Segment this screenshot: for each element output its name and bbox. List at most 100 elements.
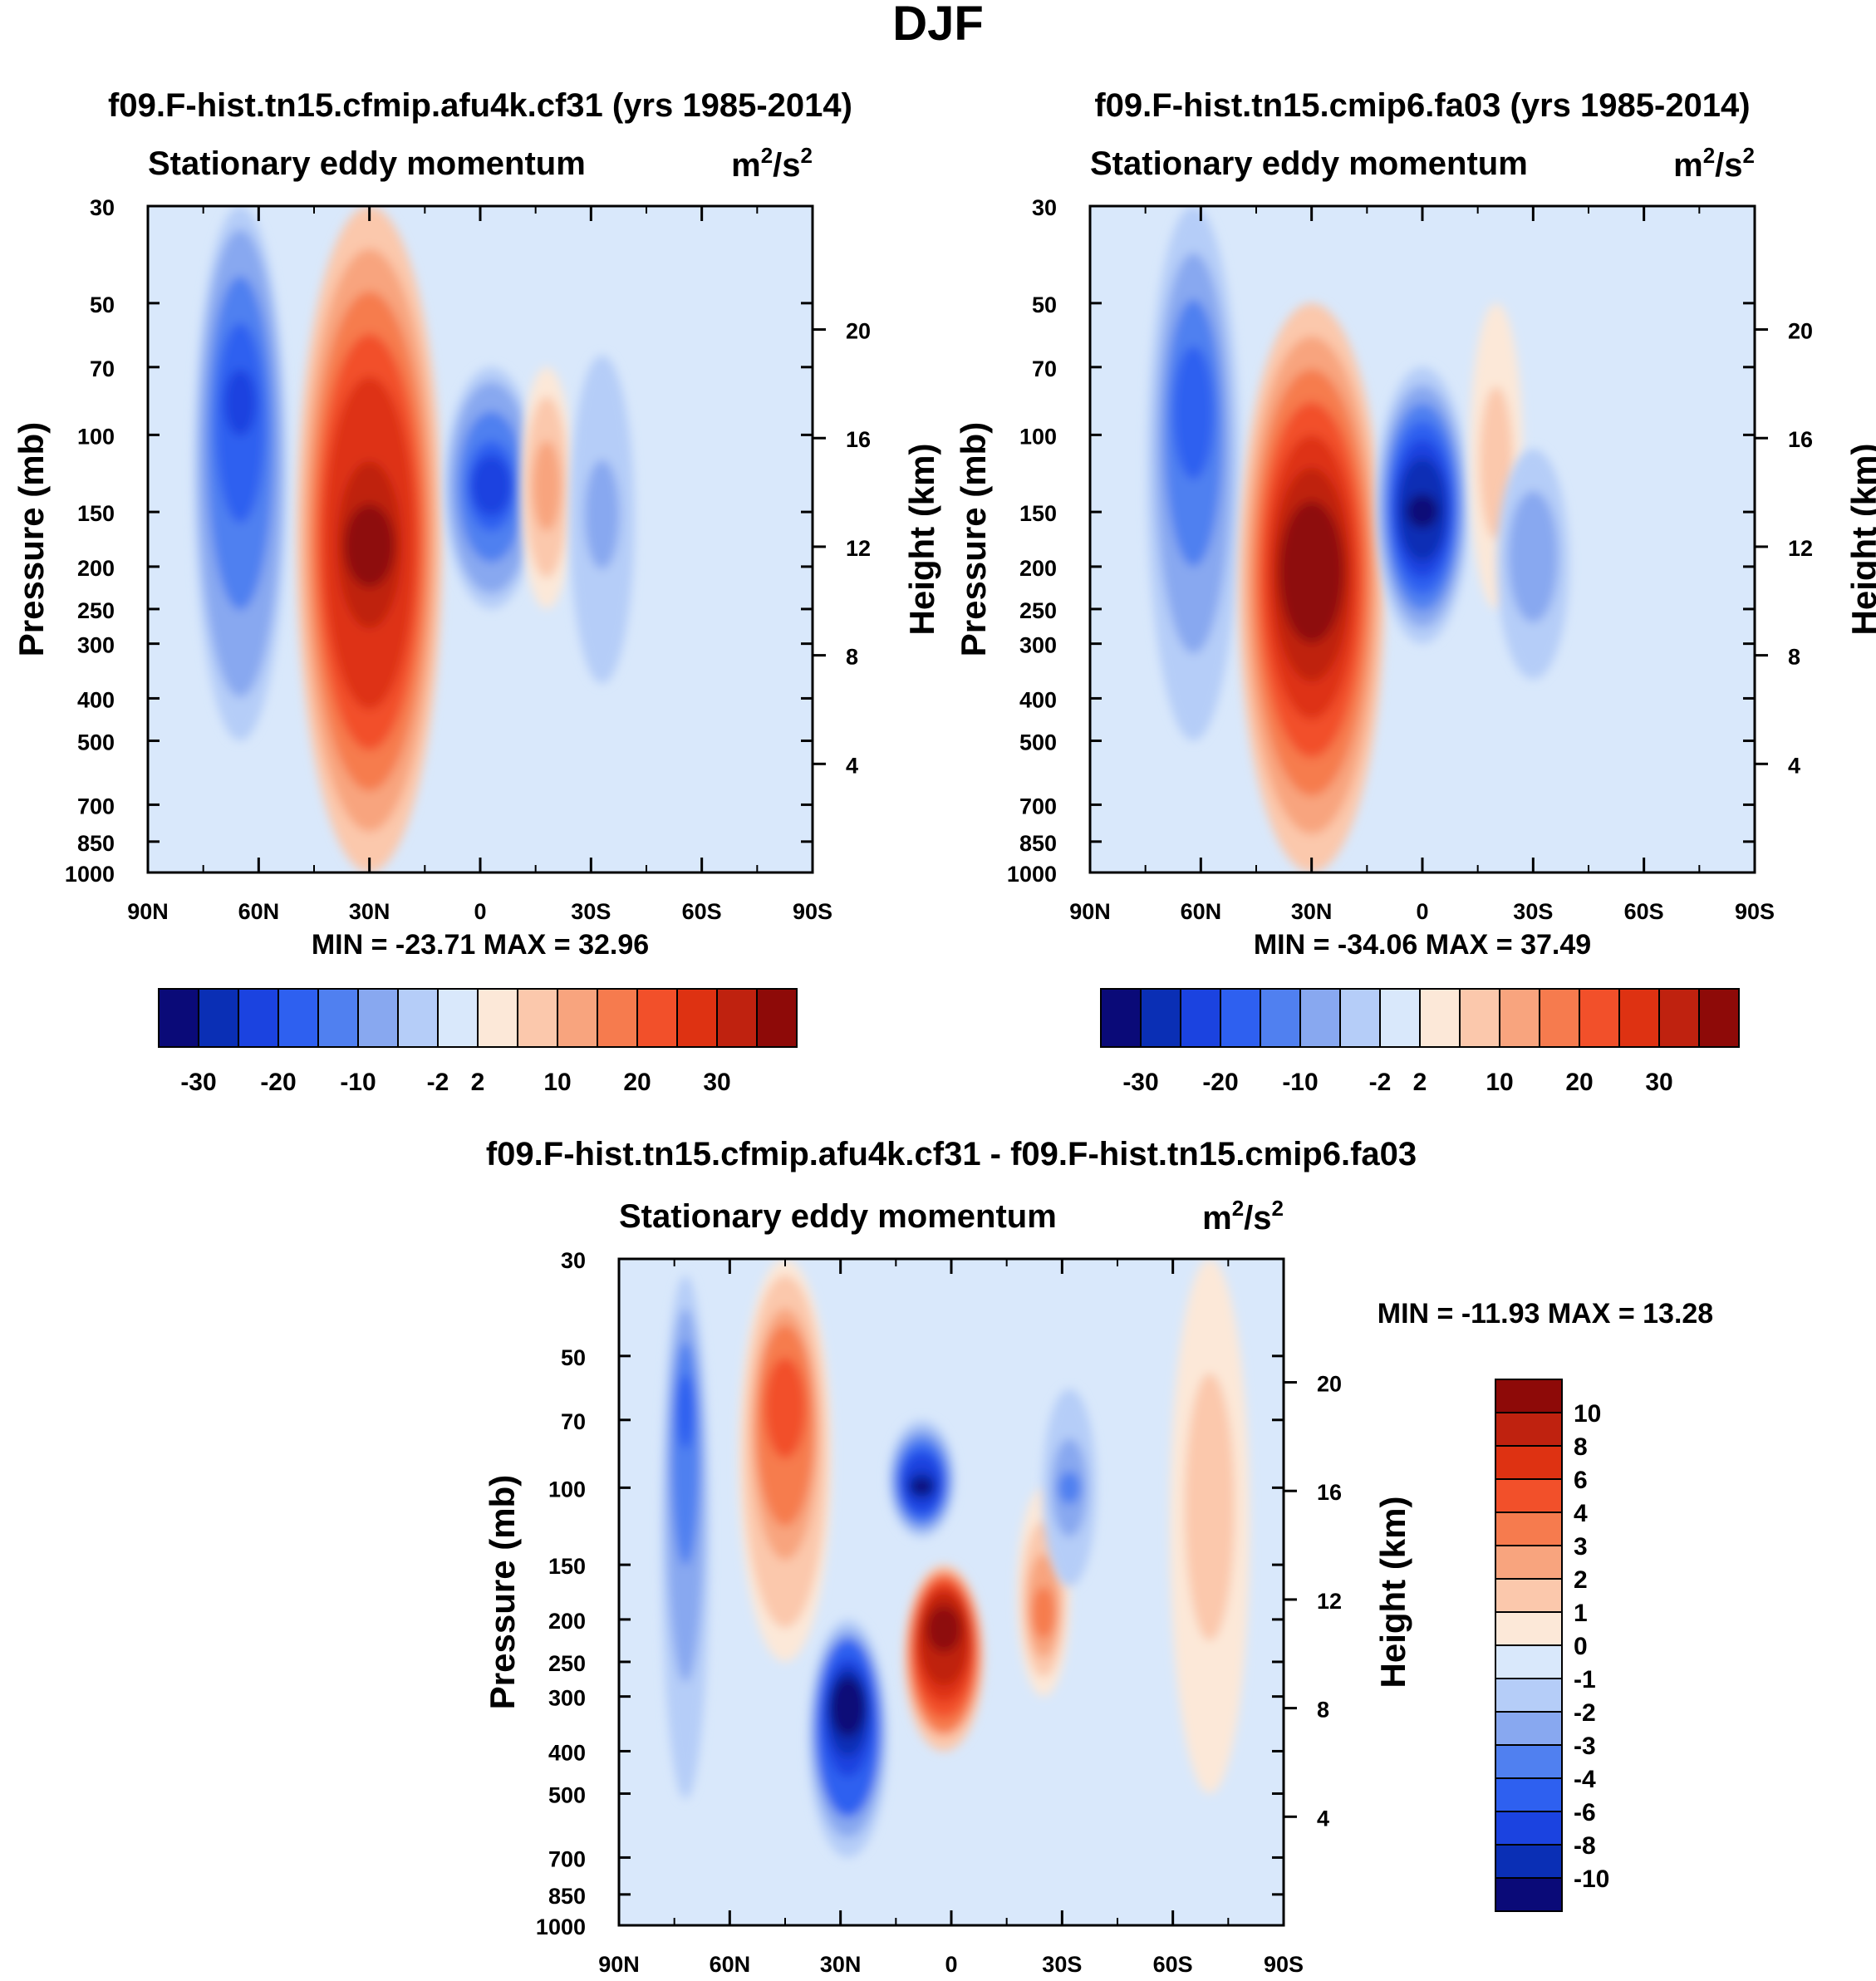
lat-tick-label: 60S [1624,899,1664,924]
height-tick-label: 16 [1788,427,1813,452]
colorbar-swatch [557,988,598,1048]
panel-3-plot: 30 50 70 100 150 200 250 300 400 500 700 850 1000 20 1… [483,1248,1412,1977]
pressure-tick-label: 100 [77,424,115,449]
pressure-tick-label: 700 [77,794,115,818]
contour-band [1034,1603,1053,1630]
panel-1-colorbar: -30 -20 -10 -2 2 10 20 30 [158,988,798,1096]
contour-feature-4 [520,366,573,609]
pressure-tick-label: 70 [90,356,115,381]
contour-field [194,206,635,873]
colorbar-label: -10 [340,1069,376,1096]
colorbar-label: 2 [1574,1566,1588,1594]
colorbar-label: 4 [1574,1500,1588,1527]
colorbar-label: -30 [1122,1069,1158,1096]
panel-3: f09.F-hist.tn15.cfmip.afu4k.cf31 - f09.F… [483,1136,1713,1977]
colorbar-label: -2 [1369,1069,1392,1096]
panel-2-var-name: Stationary eddy momentum [1090,145,1528,182]
height-tick-label: 8 [846,645,858,670]
pressure-tick-label: 300 [1019,633,1057,658]
height-tick-label: 8 [1317,1698,1329,1723]
colorbar-swatch [317,988,359,1048]
colorbar-label: -10 [1574,1865,1609,1893]
colorbar-swatch [1180,988,1221,1048]
colorbar-swatch [1459,988,1500,1048]
colorbar-label: -6 [1574,1799,1596,1826]
panel-1-stats: MIN = -23.71 MAX = 32.96 [312,929,649,961]
pressure-tick-label: 100 [1019,424,1057,449]
panel-3-case-title: f09.F-hist.tn15.cfmip.afu4k.cf31 - f09.F… [486,1136,1417,1172]
contour-feature-5 [1496,449,1569,680]
colorbar-label: -8 [1574,1832,1596,1860]
height-tick-label: 12 [846,536,871,561]
lat-tick-label: 90N [1069,899,1111,924]
pressure-axis-title: Pressure (mb) [483,1475,522,1709]
colorbar-swatch [1495,1777,1563,1812]
colorbar-label: -2 [427,1069,449,1096]
contour-field [661,1259,1250,1858]
lat-tick-label: 90N [127,899,169,924]
colorbar-swatch [1495,1512,1563,1546]
panel-1: f09.F-hist.tn15.cfmip.afu4k.cf31 (yrs 19… [12,87,941,1096]
contour-band [834,1687,862,1717]
colorbar-label: 20 [1565,1069,1593,1096]
colorbar-label: 30 [1645,1069,1672,1096]
contour-feature-1 [661,1275,710,1800]
pressure-tick-label: 850 [1019,831,1057,856]
contour-band [1406,494,1439,528]
colorbar-swatch [1379,988,1421,1048]
contour-feature-3 [808,1619,888,1858]
colorbar-label: 10 [1486,1069,1513,1096]
colorbar-swatch [1495,1611,1563,1646]
colorbar-swatch [1495,1844,1563,1879]
colorbar-swatch [716,988,758,1048]
contour-band [1058,1471,1081,1505]
colorbar-swatch [1495,1744,1563,1779]
colorbar-swatch [1495,1412,1563,1447]
pressure-tick-label: 1000 [536,1915,586,1939]
lat-tick-label: 30N [820,1952,862,1977]
colorbar-swatch [1499,988,1540,1048]
colorbar-swatch [1260,988,1301,1048]
contour-band [1519,532,1547,566]
colorbar-swatch [1495,1379,1563,1413]
colorbar-label: -30 [180,1069,216,1096]
colorbar-swatch [1495,1578,1563,1613]
pressure-axis-title: Pressure (mb) [12,422,51,656]
contour-feature-3 [1376,366,1469,644]
pressure-axis-title: Pressure (mb) [954,422,993,656]
colorbar-swatch [517,988,558,1048]
contour-band [910,1479,934,1494]
panel-2-units: m2/s2 [1673,143,1755,184]
colorbar-label: -10 [1282,1069,1318,1096]
height-tick-label: 4 [846,753,858,778]
panel-1-var-name: Stationary eddy momentum [148,145,586,182]
panel-1-case-title: f09.F-hist.tn15.cfmip.afu4k.cf31 (yrs 19… [108,87,852,124]
panel-2-plot: 30 50 70 100 150 200 250 300 400 500 700 850 1000 20 1… [954,195,1876,924]
height-tick-label: 4 [1317,1806,1329,1831]
colorbar-swatch [597,988,638,1048]
colorbar-swatch [1495,1678,1563,1713]
lat-tick-label: 30S [571,899,611,924]
colorbar-swatch [1495,1545,1563,1580]
pressure-tick-label: 500 [77,730,115,755]
pressure-tick-label: 200 [77,556,115,581]
contour-band [538,469,556,501]
lat-tick-label: 30S [1042,1952,1082,1977]
pressure-tick-label: 300 [548,1686,586,1711]
colorbar-label: -3 [1574,1733,1596,1760]
colorbar-swatch [1495,1644,1563,1679]
pressure-tick-label: 150 [1019,501,1057,526]
contour-band [344,504,395,587]
colorbar-swatch [1495,1711,1563,1746]
colorbar-swatch [1698,988,1740,1048]
pressure-tick-label: 100 [548,1477,586,1502]
panel-3-stats: MIN = -11.93 MAX = 13.28 [1378,1298,1713,1330]
colorbar-label: 3 [1574,1533,1588,1561]
colorbar-swatch [238,988,279,1048]
height-axis-title: Height (km) [902,444,941,636]
colorbar-swatch [676,988,718,1048]
pressure-tick-label: 30 [90,195,115,220]
lat-tick-label: 30N [349,899,390,924]
